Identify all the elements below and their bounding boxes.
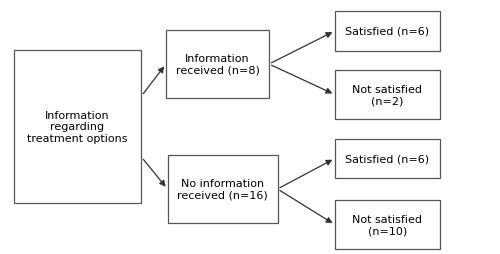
FancyBboxPatch shape <box>168 155 278 223</box>
Text: Not satisfied
(n=10): Not satisfied (n=10) <box>352 214 422 235</box>
Text: Satisfied (n=6): Satisfied (n=6) <box>346 154 430 164</box>
FancyBboxPatch shape <box>335 71 440 119</box>
Text: Not satisfied
(n=2): Not satisfied (n=2) <box>352 85 422 106</box>
FancyBboxPatch shape <box>14 51 141 203</box>
FancyBboxPatch shape <box>335 201 440 249</box>
FancyBboxPatch shape <box>335 12 440 51</box>
Text: Satisfied (n=6): Satisfied (n=6) <box>346 27 430 37</box>
Text: Information
regarding
treatment options: Information regarding treatment options <box>27 110 128 144</box>
FancyBboxPatch shape <box>166 31 269 98</box>
Text: Information
received (n=8): Information received (n=8) <box>176 54 260 75</box>
Text: No information
received (n=16): No information received (n=16) <box>177 179 268 200</box>
FancyBboxPatch shape <box>335 139 440 178</box>
